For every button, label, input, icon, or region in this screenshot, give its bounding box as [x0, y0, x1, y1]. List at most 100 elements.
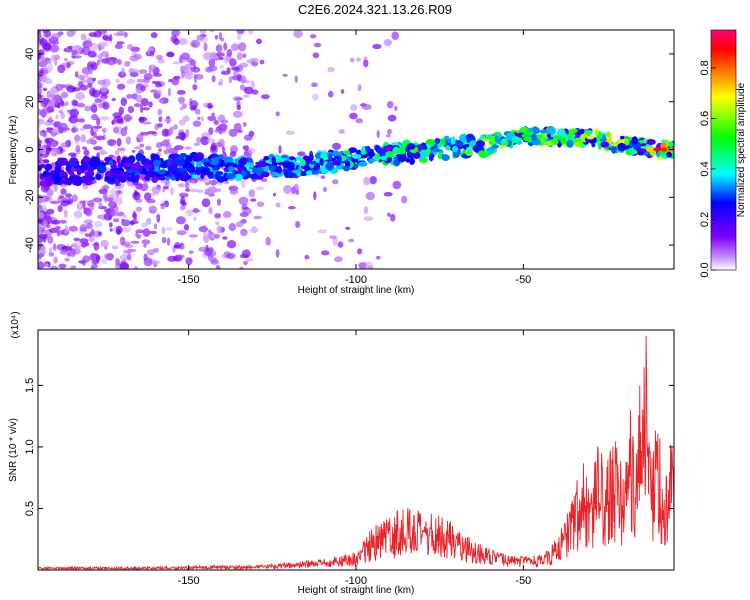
colorbar-label: Normalized spectral amplitude [736, 82, 747, 217]
spectrogram-noise-blob [126, 78, 136, 85]
spectrogram-noise-blob [219, 64, 224, 69]
spectrogram-noise-blob [295, 220, 301, 229]
spectrogram-ridge-blob [453, 154, 460, 158]
spectrogram-ridge-blob [76, 170, 82, 176]
spectrogram-noise-blob [332, 179, 339, 185]
colorbar-tick-label: 0.0 [699, 262, 711, 277]
spectrogram-noise-blob [146, 131, 157, 135]
spectrogram-noise-blob [69, 108, 79, 118]
spectrogram-noise-blob [242, 145, 250, 151]
spectrogram-ridge-blob [261, 171, 270, 178]
spectrogram-ridge-blob [83, 175, 91, 184]
spectrogram-noise-blob [183, 224, 190, 231]
spectrogram-ridge-blob [200, 169, 208, 174]
spectrogram-noise-blob [38, 261, 46, 269]
spectrogram-ridge-blob [299, 171, 309, 177]
spectrogram-noise-blob [387, 114, 397, 122]
spectrogram-noise-blob [50, 41, 60, 45]
spectrogram-noise-blob [209, 30, 214, 33]
spectrogram-noise-blob [175, 254, 185, 258]
spectrogram-noise-blob [156, 89, 162, 95]
spectrogram-noise-blob [242, 122, 247, 127]
spectrogram-ridge-blob [179, 153, 187, 158]
spectrogram-noise-blob [355, 118, 364, 124]
spectrogram-noise-blob [208, 193, 215, 197]
spectrogram-noise-blob [297, 151, 306, 157]
spectrogram-noise-blob [350, 104, 358, 112]
spectrogram-noise-blob [239, 266, 244, 269]
spectrogram-noise-blob [111, 119, 115, 125]
spectrogram-ridge-blob [375, 144, 381, 153]
spectrogram-noise-blob [81, 259, 87, 266]
spectrogram-noise-blob [38, 143, 42, 148]
spectrogram-noise-blob [75, 92, 86, 101]
spectrogram-noise-blob [333, 256, 343, 263]
spectrogram-ridge-blob [315, 162, 321, 170]
spectrogram-noise-blob [363, 176, 371, 186]
spectrogram-noise-blob [226, 67, 231, 73]
spectrogram-ridge-blob [451, 145, 459, 153]
spectrogram-noise-blob [261, 94, 270, 100]
spectrogram-noise-blob [124, 60, 131, 67]
spectrogram-ridge-blob [167, 158, 172, 166]
spectrogram-noise-blob [238, 42, 247, 52]
spectrogram-ridge-blob [585, 130, 593, 135]
spectrogram-noise-blob [38, 225, 42, 233]
spectrogram-noise-blob [153, 223, 158, 230]
spectrogram-noise-blob [115, 78, 120, 84]
spectrogram-noise-blob [49, 227, 59, 233]
spectrogram-noise-blob [40, 97, 51, 103]
spectrogram-ridge-blob [649, 150, 657, 157]
spectrogram-noise-blob [372, 43, 382, 50]
spectrogram-noise-blob [60, 188, 67, 195]
spectrogram-noise-blob [63, 209, 68, 218]
spectrogram-noise-blob [138, 69, 148, 74]
y-tick-label: 0 [24, 146, 36, 152]
spectrogram-ridge-blob [96, 164, 107, 174]
spectrogram-ridge-blob [332, 150, 340, 158]
spectrogram-noise-blob [59, 219, 67, 224]
spectrogram-noise-blob [207, 102, 213, 110]
spectrogram-ridge-blob [44, 175, 53, 182]
spectrogram-ridge-blob [288, 156, 296, 161]
spectrogram-noise-blob [178, 132, 187, 140]
spectrogram-noise-blob [229, 151, 237, 158]
spectrogram-noise-blob [133, 265, 138, 269]
spectrogram-noise-blob [312, 52, 320, 59]
spectrogram-noise-blob [167, 87, 171, 97]
spectrogram-noise-blob [143, 73, 153, 80]
spectrogram-ridge-blob [432, 148, 441, 153]
spectrogram-noise-blob [356, 57, 361, 62]
spectrogram-noise-blob [317, 229, 328, 234]
spectrogram-noise-blob [141, 239, 151, 245]
spectrogram-noise-blob [143, 253, 148, 261]
spectrogram-noise-blob [68, 115, 79, 124]
spectrogram-noise-blob [192, 120, 202, 127]
spectrogram-ridge-blob [523, 136, 532, 142]
spectrogram-noise-blob [64, 101, 69, 106]
spectrogram-noise-blob [122, 249, 133, 254]
spectrogram-ridge-blob [62, 171, 68, 180]
spectrogram-noise-blob [231, 75, 242, 81]
spectrogram-noise-blob [39, 146, 47, 155]
spectrogram-ridge-blob [295, 156, 303, 161]
spectrogram-noise-blob [239, 212, 249, 218]
spectrogram-noise-blob [56, 227, 60, 237]
spectrogram-ridge-blob [638, 139, 644, 144]
spectrogram-noise-blob [98, 41, 109, 47]
spectrogram-noise-blob [106, 139, 117, 147]
spectrogram-noise-blob [109, 228, 113, 232]
spectrogram-noise-blob [42, 70, 49, 75]
spectrogram-ridge-blob [228, 165, 234, 172]
spectrogram-noise-blob [53, 94, 61, 102]
spectrogram-ridge-blob [342, 165, 349, 171]
spectrogram-noise-blob [83, 79, 93, 83]
spectrogram-noise-blob [87, 83, 93, 88]
spectrogram-noise-blob [234, 97, 243, 101]
spectrogram-noise-blob [245, 258, 254, 262]
spectrogram-noise-blob [320, 175, 326, 179]
spectrogram-noise-blob [90, 266, 94, 269]
spectrogram-noise-blob [188, 250, 194, 254]
spectrogram-noise-blob [79, 223, 88, 232]
spectrogram-noise-blob [285, 130, 295, 135]
